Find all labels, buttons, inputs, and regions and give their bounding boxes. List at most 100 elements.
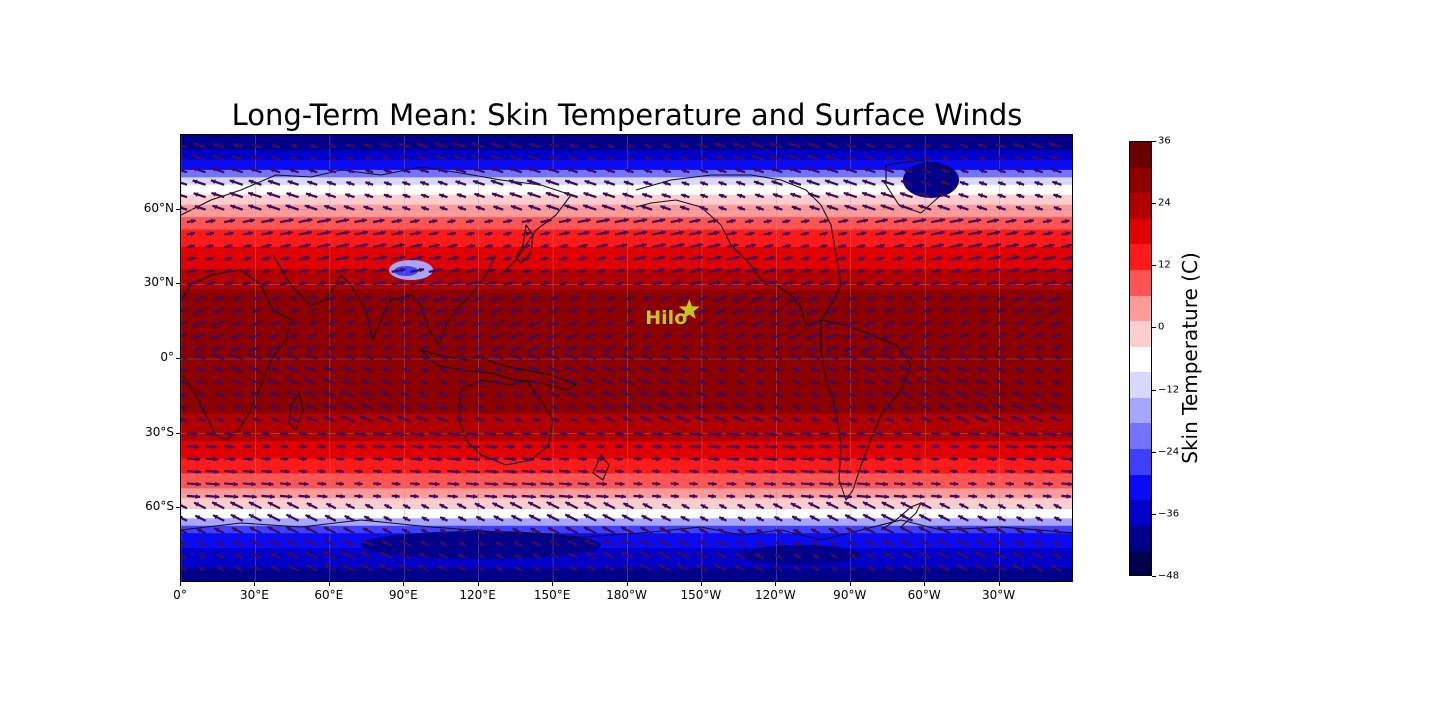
wind-arrow-head: [477, 541, 483, 547]
wind-arrow-head: [417, 155, 423, 160]
wind-arrow-head: [550, 405, 556, 410]
wind-arrow-head: [418, 321, 424, 327]
wind-arrow-head: [754, 431, 759, 437]
wind-arrow-head: [1034, 367, 1040, 373]
wind-arrow-head: [1031, 243, 1037, 248]
wind-arrow-head: [1016, 516, 1022, 522]
wind-arrow-head: [246, 431, 251, 437]
wind-arrow-head: [700, 333, 705, 338]
wind-arrow-head: [942, 156, 948, 162]
wind-arrow-head: [919, 243, 925, 248]
wind-arrow-head: [212, 502, 218, 507]
wind-arrow-head: [365, 345, 371, 351]
wind-arrow-head: [1031, 403, 1037, 409]
wind-arrow-head: [345, 296, 351, 301]
wind-arrow-head: [772, 193, 778, 198]
wind-arrow-head: [476, 516, 482, 521]
wind-arrow-head: [193, 347, 198, 352]
wind-arrow-head: [214, 494, 220, 499]
wind-arrow-head: [1016, 193, 1022, 199]
wind-arrow-head: [380, 230, 386, 236]
wind-arrow-head: [942, 143, 947, 149]
wind-arrow-head: [661, 354, 667, 360]
wind-arrow-head: [823, 256, 828, 262]
colorbar-tick-label: −24: [1158, 446, 1180, 458]
wind-arrow-head: [456, 346, 462, 351]
wind-arrow-head: [697, 309, 703, 314]
wind-arrow-head: [698, 255, 704, 260]
wind-arrow-head: [471, 310, 477, 315]
wind-arrow-head: [192, 335, 198, 340]
wind-arrow-head: [358, 468, 363, 474]
wind-arrow-head: [230, 218, 235, 224]
wind-arrow-head: [881, 514, 887, 519]
wind-arrow-head: [436, 167, 442, 173]
wind-arrow-head: [679, 367, 685, 372]
wind-arrow-head: [771, 180, 777, 185]
wind-arrow-head: [495, 541, 501, 547]
wind-arrow-head: [773, 565, 779, 571]
wind-arrow-head: [772, 280, 778, 285]
wind-arrow-head: [286, 526, 292, 532]
wind-arrow-head: [569, 417, 575, 423]
wind-arrow-head: [811, 405, 817, 410]
wind-arrow-head: [285, 378, 291, 384]
wind-arrow-head: [749, 231, 755, 236]
wind-arrow-head: [826, 354, 832, 359]
wind-arrow-head: [1031, 456, 1037, 462]
wind-arrow-head: [605, 333, 611, 339]
wind-arrow-head: [618, 456, 623, 462]
wind-arrow: [181, 504, 188, 510]
wind-arrow-head: [269, 218, 275, 223]
x-tick-label: 30°E: [239, 588, 269, 602]
wind-arrow-head: [397, 415, 403, 421]
wind-arrow-head: [975, 378, 980, 384]
wind-arrow-head: [416, 230, 421, 236]
wind-arrow-head: [841, 256, 847, 262]
wind-arrow-head: [363, 255, 368, 261]
wind-arrow-head: [827, 366, 833, 372]
wind-arrow-head: [363, 230, 368, 236]
wind-arrow-head: [495, 566, 501, 571]
wind-arrow-head: [564, 204, 570, 209]
wind-arrow: [181, 295, 188, 301]
wind-arrow-head: [806, 322, 812, 328]
wind-arrow-head: [918, 366, 924, 371]
wind-arrow-head: [662, 156, 668, 161]
wind-arrow-head: [997, 168, 1003, 174]
wind-arrow-head: [1032, 255, 1038, 261]
wind-arrow-head: [190, 256, 196, 261]
wind-arrow-head: [979, 333, 985, 338]
wind-arrow-head: [622, 243, 628, 248]
wind-arrow-head: [941, 320, 947, 326]
wind-arrow-head: [772, 416, 778, 422]
coastline-japan: [515, 224, 534, 264]
wind-arrow-head: [774, 392, 780, 398]
wind-arrow-head: [1033, 379, 1039, 385]
wind-arrow-head: [881, 378, 887, 384]
wind-arrow-head: [324, 416, 330, 421]
wind-arrow-head: [212, 204, 218, 210]
wind-arrow-head: [790, 481, 796, 487]
wind-arrow-head: [398, 142, 404, 148]
wind-arrow-head: [826, 142, 832, 148]
wind-arrow-head: [1010, 468, 1015, 474]
wind-arrow-head: [917, 378, 923, 383]
wind-arrow-head: [827, 515, 833, 520]
x-tick-mark: [626, 582, 628, 586]
wind-arrow-head: [291, 295, 297, 301]
wind-arrow-head: [934, 281, 940, 286]
wind-arrow-head: [955, 551, 961, 556]
wind-arrow-head: [511, 494, 517, 499]
x-tick-mark: [403, 582, 405, 586]
wind-arrow-head: [880, 456, 886, 462]
wind-arrow-head: [990, 468, 996, 474]
wind-arrow-head: [583, 366, 589, 371]
wind-arrow-head: [899, 378, 905, 384]
wind-arrow-head: [923, 156, 929, 161]
wind-arrow-head: [734, 321, 740, 327]
wind-arrow-head: [328, 308, 334, 313]
wind-arrow-head: [678, 218, 683, 223]
wind-arrow-head: [793, 380, 799, 385]
wind-arrow-head: [1034, 333, 1039, 338]
